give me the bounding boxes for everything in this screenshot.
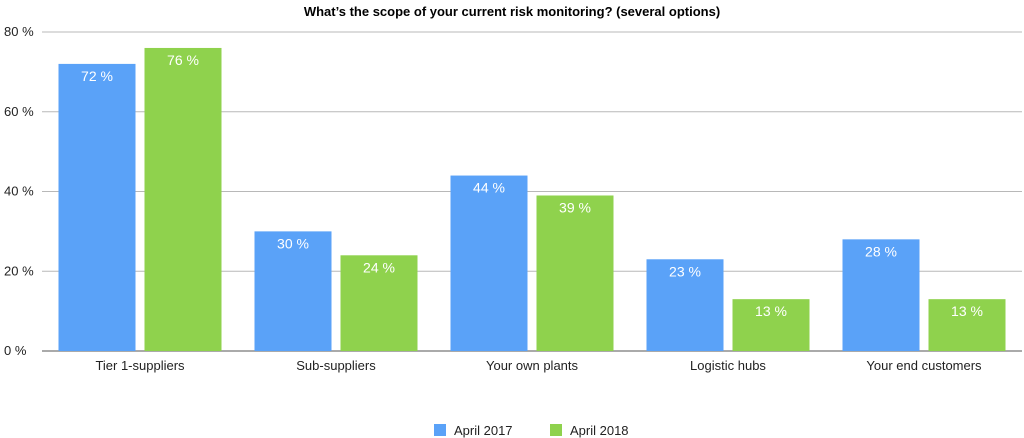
data-label: 76 % — [167, 52, 199, 68]
legend-swatch — [434, 424, 446, 436]
bar-your-end-customers-april-2018 — [928, 299, 1006, 351]
bar-sub-suppliers-april-2018 — [340, 255, 418, 351]
data-label: 28 % — [865, 243, 897, 259]
x-category-label: Logistic hubs — [690, 358, 766, 373]
bar-your-end-customers-april-2017 — [842, 239, 920, 351]
data-label: 13 % — [951, 303, 983, 319]
data-label: 24 % — [363, 259, 395, 275]
data-label: 72 % — [81, 68, 113, 84]
x-category-label: Sub-suppliers — [296, 358, 376, 373]
chart-title: What’s the scope of your current risk mo… — [304, 4, 720, 19]
bars: 72 % 76 % 30 % 24 % 44 % 39 % 23 % 13 % 28 % 13 % — [58, 47, 1006, 352]
y-axis-ticks: 0 % 20 % 40 % 60 % 80 % — [4, 24, 34, 358]
data-label: 30 % — [277, 235, 309, 251]
bar-your-own-plants-april-2018 — [536, 195, 614, 351]
legend: April 2017 April 2018 — [434, 423, 629, 438]
x-category-label: Tier 1-suppliers — [95, 358, 185, 373]
y-tick-label: 60 % — [4, 104, 34, 119]
bar-tier-1-suppliers-april-2017 — [58, 63, 136, 352]
data-label: 23 % — [669, 263, 701, 279]
data-label: 13 % — [755, 303, 787, 319]
bar-logistic-hubs-april-2017 — [646, 259, 724, 351]
data-label: 44 % — [473, 180, 505, 196]
legend-swatch — [550, 424, 562, 436]
x-category-label: Your end customers — [866, 358, 982, 373]
y-tick-label: 0 % — [4, 343, 27, 358]
bar-logistic-hubs-april-2018 — [732, 299, 810, 351]
bar-your-own-plants-april-2017 — [450, 175, 528, 351]
x-axis-categories: Tier 1-suppliers Sub-suppliers Your own pl… — [95, 358, 982, 373]
data-label: 39 % — [559, 199, 591, 215]
legend-label: April 2018 — [570, 423, 629, 438]
y-tick-label: 20 % — [4, 263, 34, 278]
y-tick-label: 80 % — [4, 24, 34, 39]
bar-sub-suppliers-april-2017 — [254, 231, 332, 351]
bar-tier-1-suppliers-april-2018 — [144, 47, 222, 351]
y-tick-label: 40 % — [4, 184, 34, 199]
legend-label: April 2017 — [454, 423, 513, 438]
x-category-label: Your own plants — [486, 358, 579, 373]
